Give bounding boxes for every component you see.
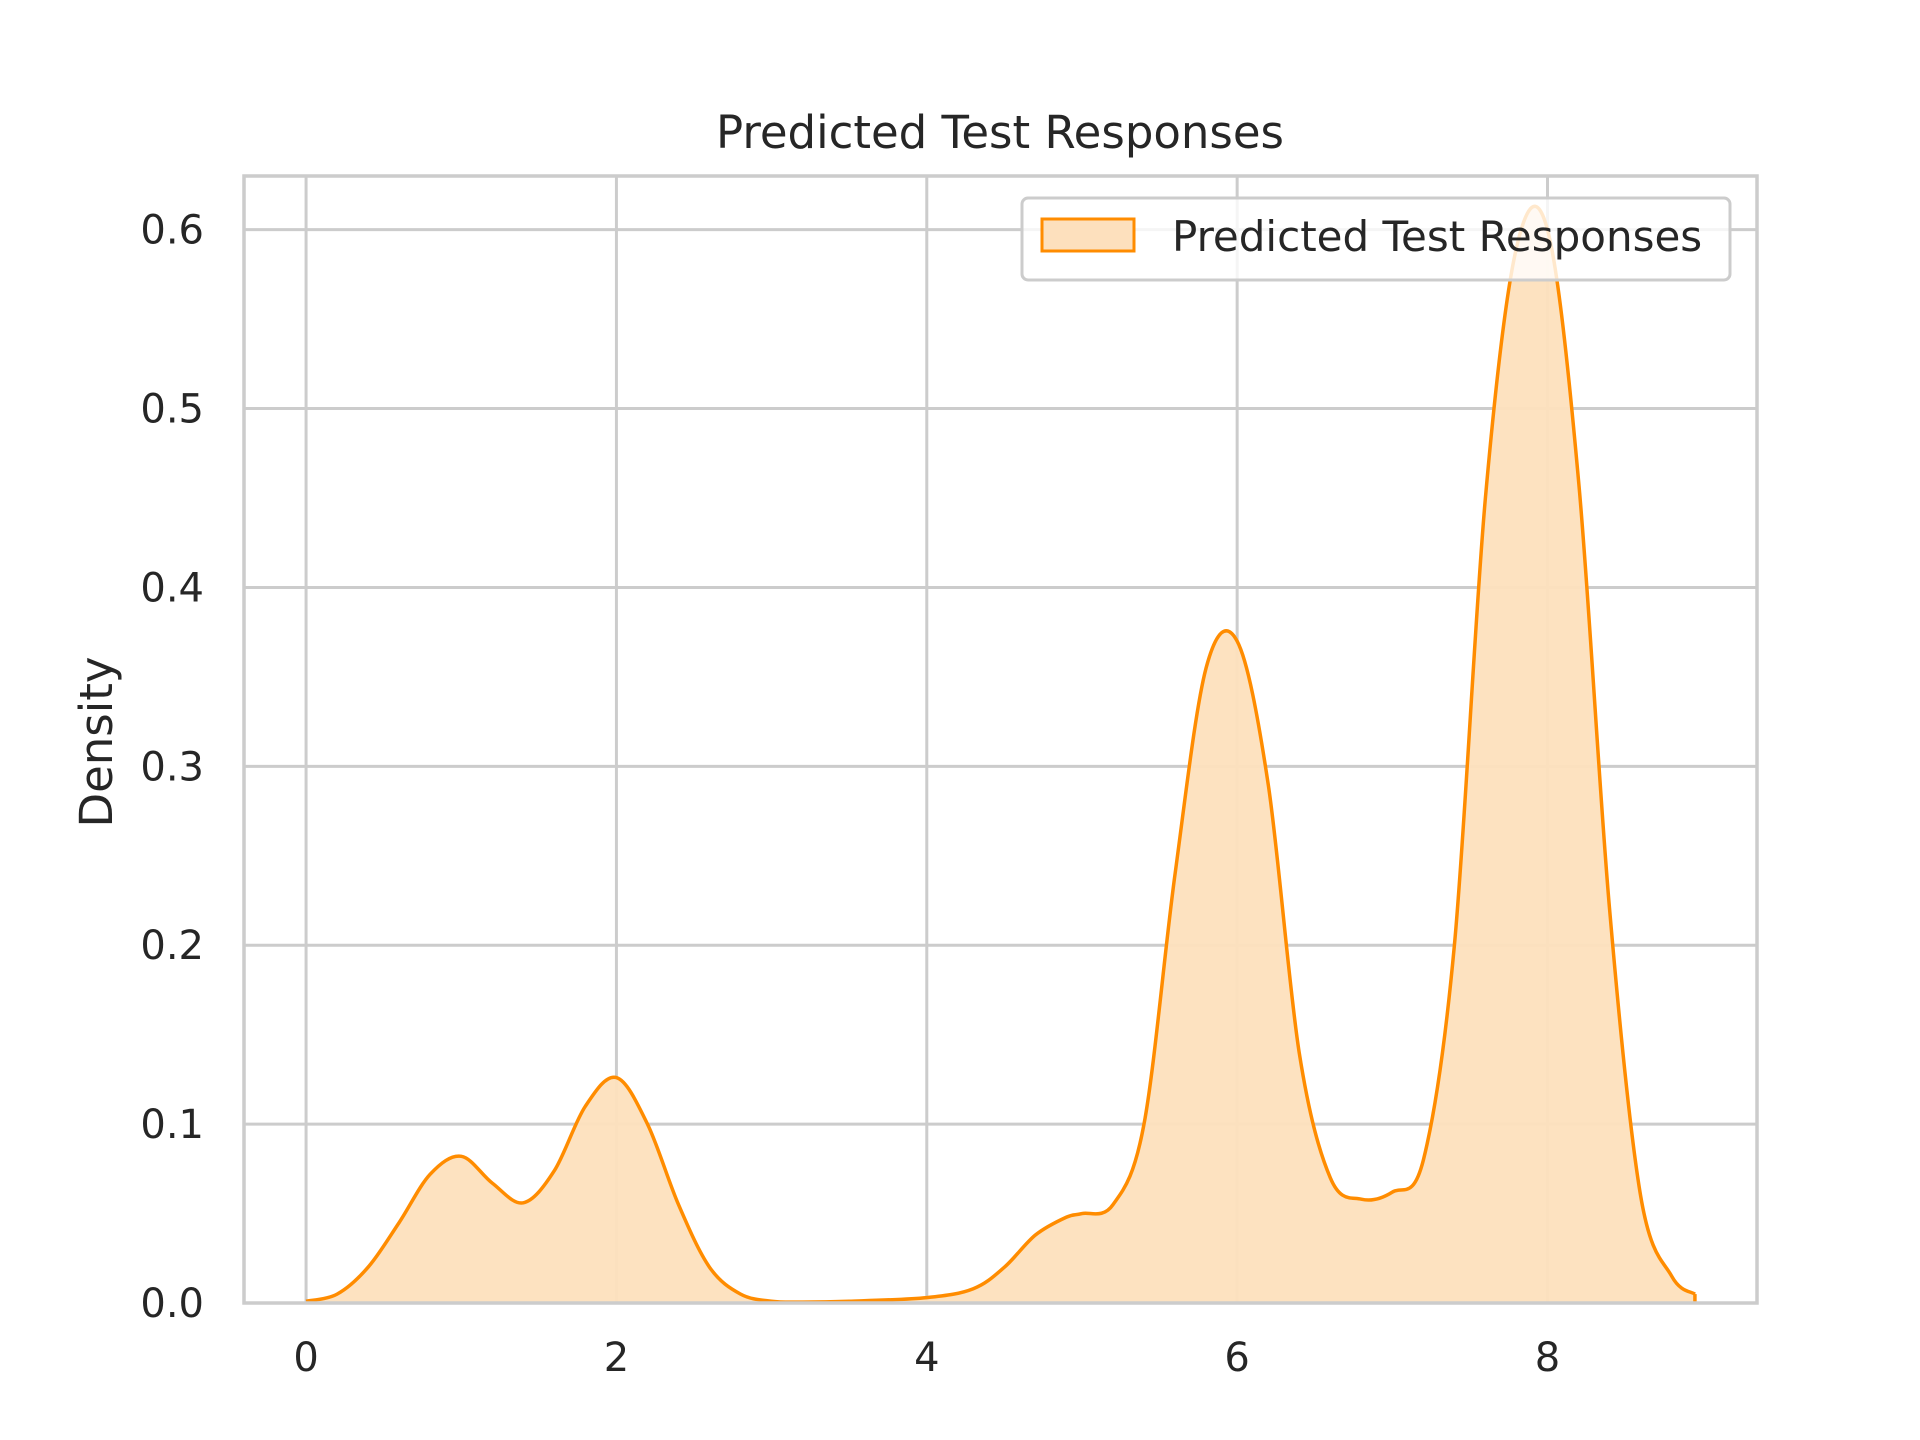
y-tick-label-0.3: 0.3 — [140, 744, 204, 790]
legend-box — [1020, 196, 1732, 282]
series-0-fill — [306, 206, 1695, 1303]
chart-title: Predicted Test Responses — [716, 106, 1284, 159]
x-tick-label-0: 0 — [293, 1335, 318, 1381]
tick-labels: 0 2 4 6 8 0.0 0.1 0.2 0.3 0.4 0.5 0.6 — [140, 208, 1560, 1381]
y-tick-label-0.6: 0.6 — [140, 208, 204, 254]
y-axis-label: Density — [70, 656, 123, 827]
y-tick-label-0.0: 0.0 — [140, 1281, 204, 1327]
x-tick-label-6: 6 — [1224, 1335, 1249, 1381]
y-tick-label-0.2: 0.2 — [140, 923, 204, 969]
legend: Predicted Test Responses — [1020, 196, 1732, 282]
axes-frame — [242, 174, 1759, 1305]
legend-label: Predicted Test Responses — [1172, 212, 1702, 261]
y-tick-label-0.4: 0.4 — [140, 565, 204, 611]
x-tick-label-8: 8 — [1535, 1335, 1560, 1381]
x-tick-label-4: 4 — [914, 1335, 939, 1381]
legend-swatch — [1040, 217, 1136, 253]
y-tick-label-0.5: 0.5 — [140, 387, 204, 433]
plot-frame — [242, 174, 1759, 1305]
y-tick-label-0.1: 0.1 — [140, 1102, 204, 1148]
x-tick-label-2: 2 — [604, 1335, 629, 1381]
